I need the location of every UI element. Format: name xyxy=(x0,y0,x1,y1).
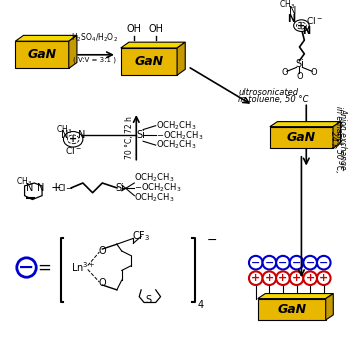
Polygon shape xyxy=(121,42,185,48)
Text: −: − xyxy=(251,258,260,268)
Text: N: N xyxy=(61,130,68,140)
Circle shape xyxy=(303,256,317,269)
Polygon shape xyxy=(258,294,333,299)
Polygon shape xyxy=(15,35,77,41)
Text: OH: OH xyxy=(148,24,163,34)
Text: 70 °C, 72 h: 70 °C, 72 h xyxy=(125,116,134,159)
Text: CH$_3$: CH$_3$ xyxy=(56,123,72,136)
Text: +: + xyxy=(265,273,274,283)
Text: O: O xyxy=(311,68,318,77)
Text: −: − xyxy=(207,234,218,247)
Text: S: S xyxy=(146,294,152,305)
Text: CH$_3$: CH$_3$ xyxy=(279,0,295,12)
Text: Si: Si xyxy=(115,183,124,193)
Text: H$_2$SO$_4$/H$_2$O$_2$: H$_2$SO$_4$/H$_2$O$_2$ xyxy=(71,32,118,44)
Text: 24 h: 24 h xyxy=(329,131,338,148)
Text: GaN: GaN xyxy=(27,48,57,61)
Circle shape xyxy=(290,256,303,269)
Polygon shape xyxy=(326,294,333,320)
Text: N: N xyxy=(26,183,33,193)
Text: O: O xyxy=(282,68,288,77)
Text: OCH$_2$CH$_3$: OCH$_2$CH$_3$ xyxy=(134,191,175,204)
Text: Si: Si xyxy=(295,60,304,70)
Circle shape xyxy=(317,271,330,285)
Text: −: − xyxy=(18,258,35,277)
Text: GaN: GaN xyxy=(134,55,163,68)
Text: Ln$^{3+}$: Ln$^{3+}$ xyxy=(71,261,95,274)
Text: +: + xyxy=(292,273,301,283)
Text: −: − xyxy=(265,258,274,268)
Text: OCH$_2$CH$_3$: OCH$_2$CH$_3$ xyxy=(156,139,196,151)
Text: +: + xyxy=(306,273,315,283)
Text: CF$_3$: CF$_3$ xyxy=(132,229,150,243)
Text: OCH$_2$CH$_3$: OCH$_2$CH$_3$ xyxy=(134,172,175,184)
Text: ( V:V = 3:1 ): ( V:V = 3:1 ) xyxy=(73,57,116,63)
Text: $\bf{N}$: $\bf{N}$ xyxy=(302,24,311,36)
Circle shape xyxy=(249,256,262,269)
Text: in toluene, 50 °C: in toluene, 50 °C xyxy=(238,95,309,104)
Polygon shape xyxy=(69,35,77,68)
Text: −: − xyxy=(306,258,315,268)
Text: OCH$_2$CH$_3$: OCH$_2$CH$_3$ xyxy=(156,119,196,132)
Text: N: N xyxy=(289,6,296,16)
Circle shape xyxy=(303,271,317,285)
Circle shape xyxy=(317,256,330,269)
Text: +: + xyxy=(69,134,77,144)
Text: Cl$-$: Cl$-$ xyxy=(57,183,73,193)
Text: +: + xyxy=(319,273,328,283)
Circle shape xyxy=(276,271,290,285)
Text: −: − xyxy=(319,258,328,268)
Text: =: = xyxy=(37,258,51,276)
Text: OH: OH xyxy=(127,24,142,34)
Text: CH$_3$: CH$_3$ xyxy=(15,176,32,188)
Text: GaN: GaN xyxy=(287,131,316,144)
Circle shape xyxy=(276,256,290,269)
Text: −: − xyxy=(292,258,301,268)
Text: ultrosonicated: ultrosonicated xyxy=(238,88,298,97)
Circle shape xyxy=(290,271,303,285)
Polygon shape xyxy=(258,299,326,320)
Text: Cl$^-$: Cl$^-$ xyxy=(306,15,323,26)
Text: +: + xyxy=(297,20,306,31)
Text: GaN: GaN xyxy=(277,303,306,316)
Circle shape xyxy=(262,271,276,285)
Text: −: − xyxy=(278,258,288,268)
Text: O: O xyxy=(99,246,106,256)
Text: O: O xyxy=(99,278,106,288)
Text: +: + xyxy=(251,273,260,283)
Text: N: N xyxy=(78,130,86,140)
Polygon shape xyxy=(121,48,177,75)
Polygon shape xyxy=(270,122,341,127)
Text: Si: Si xyxy=(137,130,145,140)
Circle shape xyxy=(17,258,36,277)
Text: $-$OCH$_2$CH$_3$: $-$OCH$_2$CH$_3$ xyxy=(134,181,182,194)
Text: O: O xyxy=(296,72,303,80)
Text: Anion exchange: Anion exchange xyxy=(339,108,348,170)
Text: in ethanol, 50 °C,: in ethanol, 50 °C, xyxy=(334,106,343,173)
Text: 4: 4 xyxy=(198,300,204,310)
Text: $-$OCH$_2$CH$_3$: $-$OCH$_2$CH$_3$ xyxy=(156,129,203,142)
Polygon shape xyxy=(333,122,341,148)
Polygon shape xyxy=(270,127,333,148)
Text: $+$: $+$ xyxy=(50,181,61,195)
Polygon shape xyxy=(15,41,69,68)
Circle shape xyxy=(249,271,262,285)
Circle shape xyxy=(262,256,276,269)
Text: +: + xyxy=(278,273,288,283)
Text: $\bf{N}$: $\bf{N}$ xyxy=(287,12,296,24)
Text: N: N xyxy=(37,183,45,193)
Text: Cl$^-$: Cl$^-$ xyxy=(65,145,81,156)
Polygon shape xyxy=(177,42,185,75)
